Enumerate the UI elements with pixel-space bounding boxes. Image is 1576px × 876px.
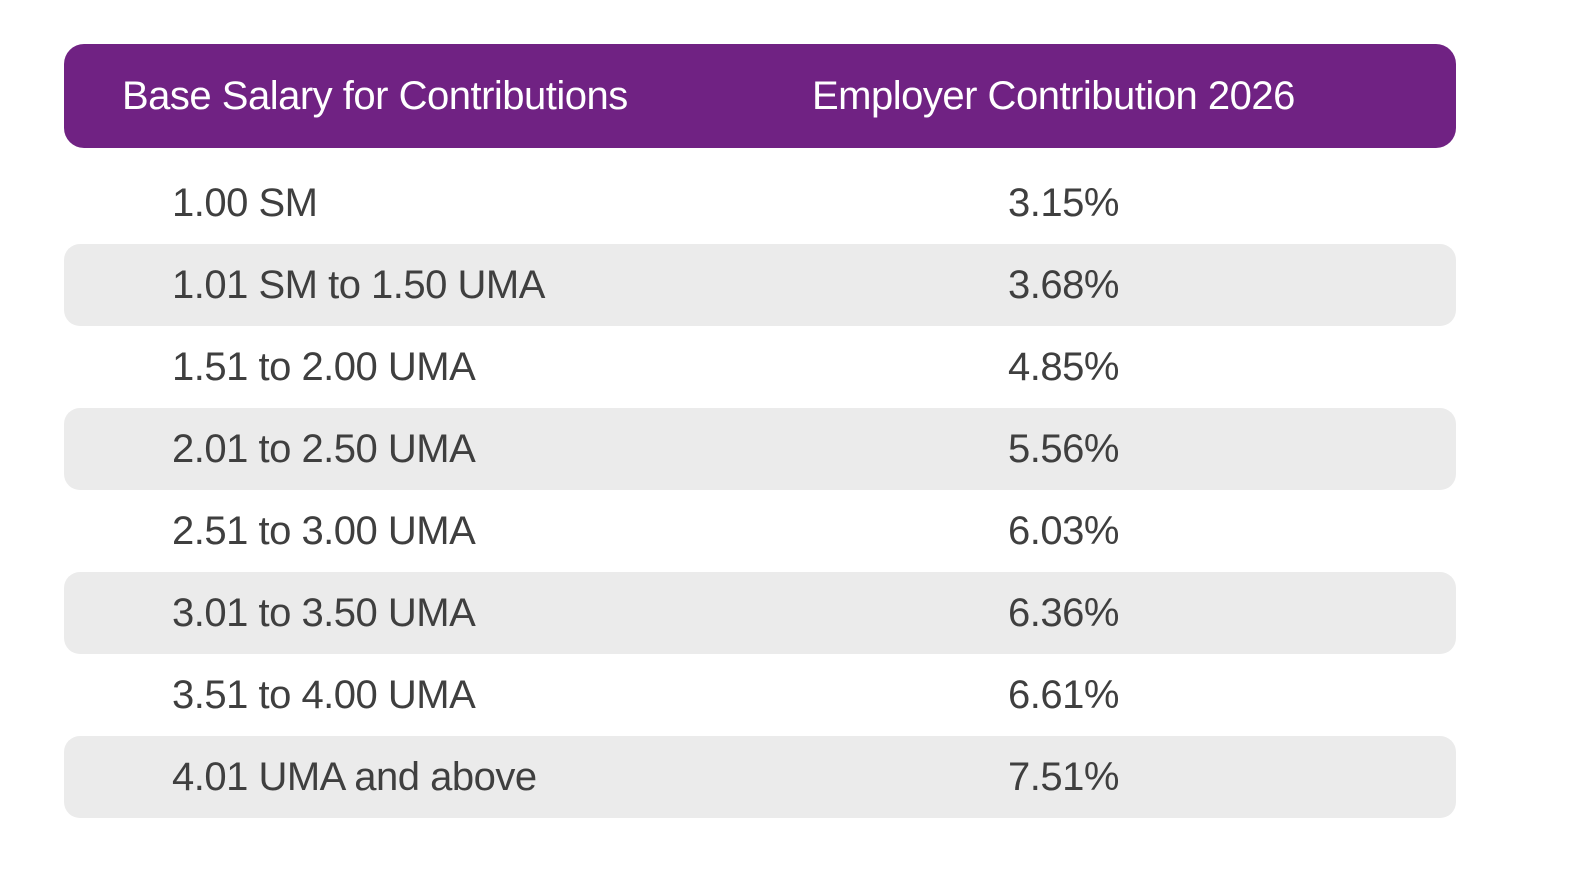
row-value: 7.51% — [1008, 754, 1119, 799]
table-body: 1.00 SM 3.15% 1.01 SM to 1.50 UMA 3.68% … — [64, 162, 1456, 818]
header-cell-base-salary: Base Salary for Contributions — [122, 73, 628, 118]
table-row: 1.01 SM to 1.50 UMA 3.68% — [64, 244, 1456, 326]
row-label: 1.51 to 2.00 UMA — [172, 344, 476, 389]
table-row: 2.51 to 3.00 UMA 6.03% — [64, 490, 1456, 572]
row-value: 3.68% — [1008, 262, 1119, 307]
table-row: 3.01 to 3.50 UMA 6.36% — [64, 572, 1456, 654]
row-label: 2.51 to 3.00 UMA — [172, 508, 476, 553]
table-row: 1.00 SM 3.15% — [64, 162, 1456, 244]
table-header-row: Base Salary for Contributions Employer C… — [64, 44, 1456, 148]
row-label: 2.01 to 2.50 UMA — [172, 426, 476, 471]
row-value: 3.15% — [1008, 180, 1119, 225]
row-label: 1.01 SM to 1.50 UMA — [172, 262, 545, 307]
table-row: 4.01 UMA and above 7.51% — [64, 736, 1456, 818]
table-row: 2.01 to 2.50 UMA 5.56% — [64, 408, 1456, 490]
table-row: 1.51 to 2.00 UMA 4.85% — [64, 326, 1456, 408]
row-label: 4.01 UMA and above — [172, 754, 537, 799]
header-cell-employer-contribution: Employer Contribution 2026 — [812, 73, 1295, 118]
table-row: 3.51 to 4.00 UMA 6.61% — [64, 654, 1456, 736]
row-value: 6.36% — [1008, 590, 1119, 635]
row-label: 1.00 SM — [172, 180, 318, 225]
row-label: 3.01 to 3.50 UMA — [172, 590, 476, 635]
employer-contribution-table: Base Salary for Contributions Employer C… — [64, 44, 1456, 818]
row-value: 6.61% — [1008, 672, 1119, 717]
row-value: 6.03% — [1008, 508, 1119, 553]
row-value: 4.85% — [1008, 344, 1119, 389]
row-value: 5.56% — [1008, 426, 1119, 471]
row-label: 3.51 to 4.00 UMA — [172, 672, 476, 717]
